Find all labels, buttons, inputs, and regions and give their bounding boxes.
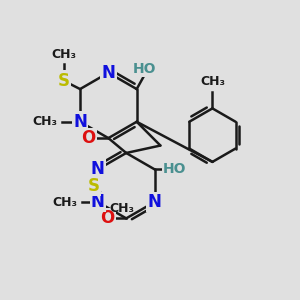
Text: CH₃: CH₃ [51,48,76,62]
Text: CH₃: CH₃ [52,196,77,208]
Text: O: O [81,129,96,147]
Text: N: N [148,193,161,211]
Text: N: N [91,193,105,211]
Text: N: N [73,113,87,131]
Text: HO: HO [163,162,186,176]
Text: HO: HO [132,62,156,76]
Text: O: O [100,209,115,227]
Text: N: N [101,64,115,82]
Text: S: S [58,72,70,90]
Text: N: N [91,193,105,211]
Text: S: S [87,177,99,195]
Text: N: N [91,160,105,178]
Text: CH₃: CH₃ [110,202,135,215]
Text: CH₃: CH₃ [33,115,58,128]
Text: CH₃: CH₃ [200,75,225,88]
